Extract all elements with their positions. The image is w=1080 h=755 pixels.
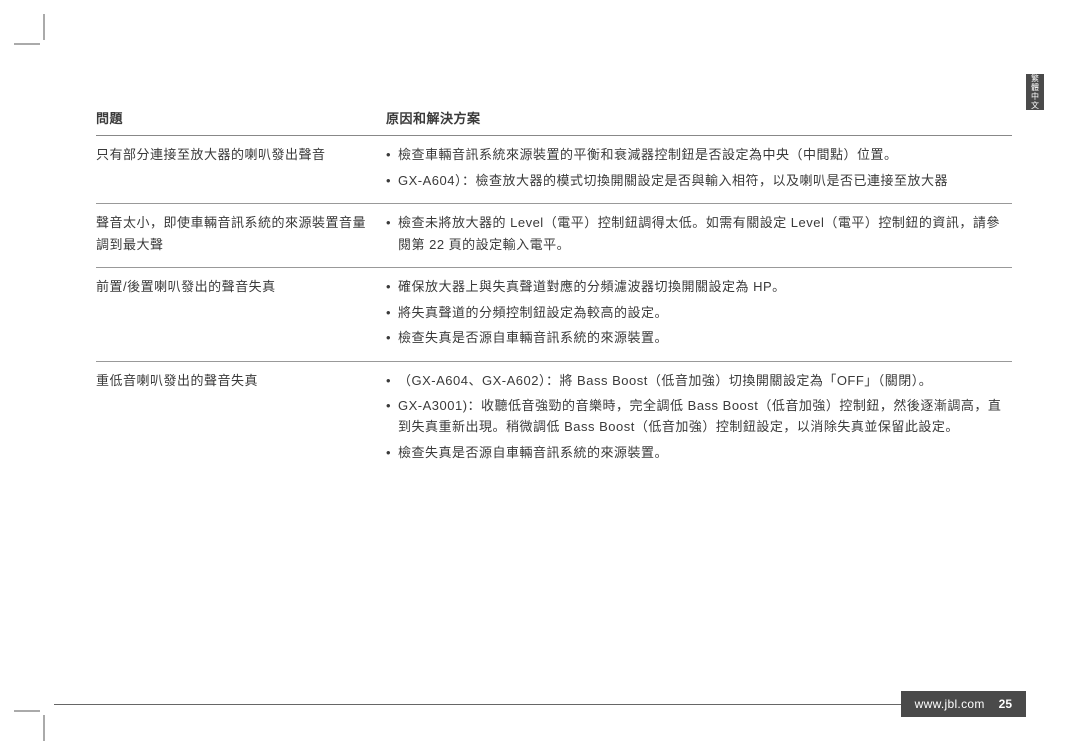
problem-cell: 只有部分連接至放大器的喇叭發出聲音 xyxy=(96,136,386,204)
solution-item: GX-A3001)：收聽低音強勁的音樂時，完全調低 Bass Boost（低音加… xyxy=(386,395,1006,438)
table-row: 只有部分連接至放大器的喇叭發出聲音檢查車輛音訊系統來源裝置的平衡和衰減器控制鈕是… xyxy=(96,136,1012,204)
solution-item: 檢查失真是否源自車輛音訊系統的來源裝置。 xyxy=(386,442,1006,463)
solution-item: 檢查未將放大器的 Level（電平）控制鈕調得太低。如需有關設定 Level（電… xyxy=(386,212,1006,255)
solution-list: 檢查未將放大器的 Level（電平）控制鈕調得太低。如需有關設定 Level（電… xyxy=(386,212,1006,255)
problem-cell: 聲音太小，即使車輛音訊系統的來源裝置音量調到最大聲 xyxy=(96,204,386,268)
footer-url: www.jbl.com xyxy=(915,697,985,711)
problem-cell: 重低音喇叭發出的聲音失真 xyxy=(96,361,386,475)
page-footer: www.jbl.com 25 xyxy=(54,691,1026,717)
table-row: 聲音太小，即使車輛音訊系統的來源裝置音量調到最大聲檢查未將放大器的 Level（… xyxy=(96,204,1012,268)
footer-rule xyxy=(54,704,901,705)
table-row: 前置/後置喇叭發出的聲音失真確保放大器上與失真聲道對應的分頻濾波器切換開關設定為… xyxy=(96,268,1012,361)
solution-item: GX-A604）：檢查放大器的模式切換開關設定是否與輸入相符，以及喇叭是否已連接… xyxy=(386,170,1006,191)
solution-cell: 檢查未將放大器的 Level（電平）控制鈕調得太低。如需有關設定 Level（電… xyxy=(386,204,1012,268)
page-number: 25 xyxy=(999,697,1012,711)
language-tab: 繁體中文 xyxy=(1026,74,1044,110)
solution-cell: 檢查車輛音訊系統來源裝置的平衡和衰減器控制鈕是否設定為中央（中間點）位置。 GX-… xyxy=(386,136,1012,204)
column-header-solution: 原因和解決方案 xyxy=(386,100,1012,136)
footer-badge: www.jbl.com 25 xyxy=(901,691,1026,717)
solution-item: （GX-A604、GX-A602）：將 Bass Boost（低音加強）切換開關… xyxy=(386,370,1006,391)
table-row: 重低音喇叭發出的聲音失真（GX-A604、GX-A602）：將 Bass Boo… xyxy=(96,361,1012,475)
solution-cell: 確保放大器上與失真聲道對應的分頻濾波器切換開關設定為 HP。將失真聲道的分頻控制… xyxy=(386,268,1012,361)
problem-cell: 前置/後置喇叭發出的聲音失真 xyxy=(96,268,386,361)
solution-cell: （GX-A604、GX-A602）：將 Bass Boost（低音加強）切換開關… xyxy=(386,361,1012,475)
solution-item: 將失真聲道的分頻控制鈕設定為較高的設定。 xyxy=(386,302,1006,323)
troubleshooting-content: 問題 原因和解決方案 只有部分連接至放大器的喇叭發出聲音檢查車輛音訊系統來源裝置… xyxy=(96,100,1012,475)
solution-item: 確保放大器上與失真聲道對應的分頻濾波器切換開關設定為 HP。 xyxy=(386,276,1006,297)
solution-list: （GX-A604、GX-A602）：將 Bass Boost（低音加強）切換開關… xyxy=(386,370,1006,464)
solution-list: 檢查車輛音訊系統來源裝置的平衡和衰減器控制鈕是否設定為中央（中間點）位置。 GX-… xyxy=(386,144,1006,191)
solution-item: 檢查車輛音訊系統來源裝置的平衡和衰減器控制鈕是否設定為中央（中間點）位置。 xyxy=(386,144,1006,165)
solution-list: 確保放大器上與失真聲道對應的分頻濾波器切換開關設定為 HP。將失真聲道的分頻控制… xyxy=(386,276,1006,348)
solution-item: 檢查失真是否源自車輛音訊系統的來源裝置。 xyxy=(386,327,1006,348)
column-header-problem: 問題 xyxy=(96,100,386,136)
troubleshooting-table: 問題 原因和解決方案 只有部分連接至放大器的喇叭發出聲音檢查車輛音訊系統來源裝置… xyxy=(96,100,1012,475)
